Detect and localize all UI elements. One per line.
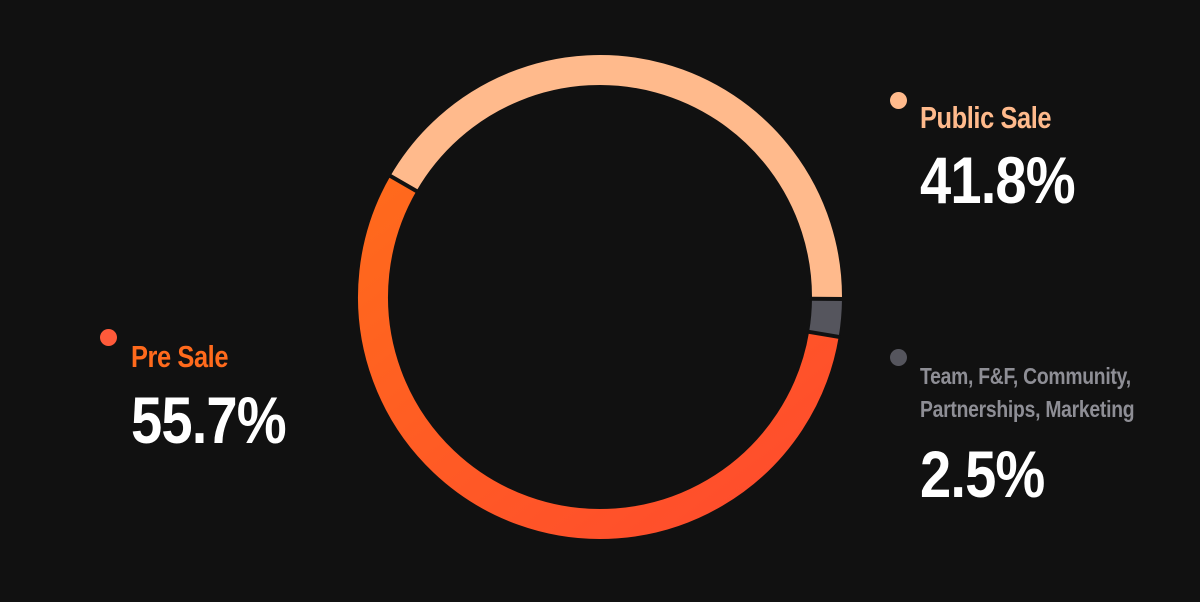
slice-public-sale [390,55,842,300]
legend-label-pre-sale: Pre Sale [131,339,229,374]
legend-dot-public-sale [890,92,907,109]
legend-value-team: 2.5% [920,437,1045,511]
slice-team [809,298,842,337]
legend-label-team-line1: Team, F&F, Community, [920,363,1131,389]
legend-value-pre-sale: 55.7% [131,383,287,457]
slice-separator-0 [387,173,420,194]
legend-label-public-sale: Public Sale [920,100,1052,135]
legend-value-public-sale: 41.8% [920,143,1076,217]
slice-separator-2 [806,329,841,340]
legend-dot-pre-sale [100,329,117,346]
slice-pre-sale [358,176,839,539]
legend-label-team-line2: Partnerships, Marketing [920,396,1135,422]
legend-label-team: Team, F&F, Community, Partnerships, Mark… [920,360,1135,426]
donut-slices [358,55,845,539]
legend-dot-team [890,349,907,366]
